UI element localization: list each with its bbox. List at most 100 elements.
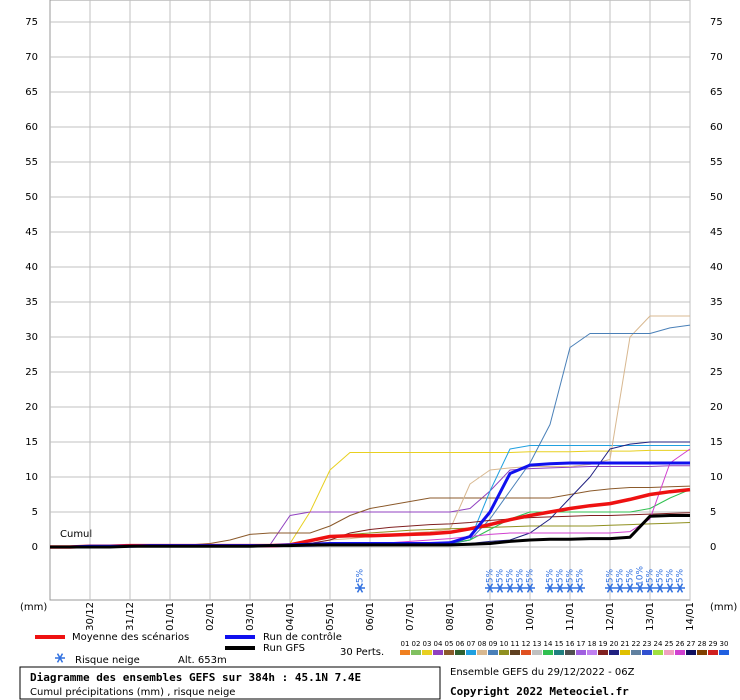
pert-swatch — [422, 650, 432, 655]
y-tick-label: 0 — [710, 542, 716, 553]
y-tick-label: 70 — [25, 52, 38, 63]
x-tick-label: 01/01 — [165, 602, 176, 631]
y-tick-label: 75 — [710, 17, 723, 28]
pert-swatch — [554, 650, 564, 655]
pert-swatch — [411, 650, 421, 655]
snow-marker — [615, 583, 625, 593]
pert-label: 28 — [698, 640, 707, 648]
snow-marker — [495, 583, 505, 593]
snow-stroke — [546, 583, 554, 593]
pert-label: 12 — [522, 640, 531, 648]
y-tick-label: 55 — [25, 157, 38, 168]
y-tick-label: 55 — [710, 157, 723, 168]
snow-label: 5% — [356, 568, 366, 583]
y-tick-label: 75 — [25, 17, 38, 28]
snow-label: 5% — [496, 568, 506, 583]
pert-swatch — [510, 650, 520, 655]
y-tick-label: 15 — [25, 437, 38, 448]
y-tick-label: 25 — [710, 367, 723, 378]
x-tick-label: 07/01 — [405, 602, 416, 631]
pert-label: 21 — [621, 640, 630, 648]
snow-marker — [635, 583, 645, 593]
pert-label: 20 — [610, 640, 619, 648]
pert-label: 08 — [478, 640, 487, 648]
pert-swatch — [433, 650, 443, 655]
pert-label: 06 — [456, 640, 465, 648]
x-tick-label: 09/01 — [485, 602, 496, 631]
snow-stroke — [606, 583, 614, 593]
pert-label: 22 — [632, 640, 641, 648]
snow-marker — [625, 583, 635, 593]
x-tick-label: 31/12 — [125, 602, 136, 631]
y-tick-label: 40 — [25, 262, 38, 273]
snow-label: 5% — [556, 568, 566, 583]
y-tick-label: 10 — [25, 472, 38, 483]
y-tick-label: 35 — [25, 297, 38, 308]
y-tick-label: 70 — [710, 52, 723, 63]
pert-swatch — [708, 650, 718, 655]
pert-label: 24 — [654, 640, 663, 648]
pert-swatch — [609, 650, 619, 655]
pert-swatch — [455, 650, 465, 655]
y-tick-label: 5 — [32, 507, 38, 518]
snow-marker — [545, 583, 555, 593]
pert-swatch — [631, 650, 641, 655]
snow-label: 5% — [606, 568, 616, 583]
y-tick-label: 45 — [25, 227, 38, 238]
pert-label: 13 — [533, 640, 542, 648]
pert-label: 18 — [588, 640, 597, 648]
x-tick-label: 08/01 — [445, 602, 456, 631]
snow-marker — [575, 583, 585, 593]
x-tick-label: 03/01 — [245, 602, 256, 631]
pert-swatch — [444, 650, 454, 655]
pert-label: 04 — [434, 640, 443, 648]
snow-stroke — [56, 653, 64, 663]
snow-label: 5% — [616, 568, 626, 583]
run-label: Ensemble GEFS du 29/12/2022 - 06Z — [450, 667, 635, 678]
perts-label: 30 Perts. — [340, 647, 384, 658]
pert-swatch — [400, 650, 410, 655]
pert-label: 10 — [500, 640, 509, 648]
pert-label: 15 — [555, 640, 564, 648]
pert-label: 07 — [467, 640, 476, 648]
pert-label: 30 — [720, 640, 729, 648]
snow-stroke — [566, 583, 574, 593]
legend-label: Moyenne des scénarios — [72, 631, 189, 643]
y-tick-label: 40 — [710, 262, 723, 273]
pert-swatch — [466, 650, 476, 655]
x-tick-label: 06/01 — [365, 602, 376, 631]
snow-marker — [555, 583, 565, 593]
y-tick-label: 5 — [710, 507, 716, 518]
pert-label: 27 — [687, 640, 696, 648]
pert-swatch — [642, 650, 652, 655]
y-tick-label: 10 — [710, 472, 723, 483]
pert-label: 19 — [599, 640, 608, 648]
pert-swatch — [576, 650, 586, 655]
snow-label: 5% — [566, 568, 576, 583]
snow-stroke — [646, 583, 654, 593]
snow-marker — [565, 583, 575, 593]
snow-label: 5% — [666, 568, 676, 583]
pert-label: 01 — [401, 640, 410, 648]
x-tick-label: 30/12 — [85, 602, 96, 631]
snow-stroke — [616, 583, 624, 593]
snow-marker — [605, 583, 615, 593]
legend-label: Run GFS — [263, 643, 305, 654]
snow-label: 5% — [506, 568, 516, 583]
x-tick-label: 11/01 — [565, 602, 576, 631]
pert-swatch — [675, 650, 685, 655]
series-line — [50, 514, 690, 549]
snow-legend-label: Risque neige — [75, 655, 140, 666]
y-tick-label: 50 — [25, 192, 38, 203]
pert-label: 25 — [665, 640, 674, 648]
pert-label: 17 — [577, 640, 586, 648]
pert-swatch — [653, 650, 663, 655]
x-tick-label: 05/01 — [325, 602, 336, 631]
y-tick-label: 30 — [25, 332, 38, 343]
snow-label: 5% — [626, 568, 636, 583]
snow-stroke — [526, 583, 534, 593]
snow-stroke — [356, 583, 364, 593]
y-tick-label: 45 — [710, 227, 723, 238]
snow-stroke — [666, 583, 674, 593]
